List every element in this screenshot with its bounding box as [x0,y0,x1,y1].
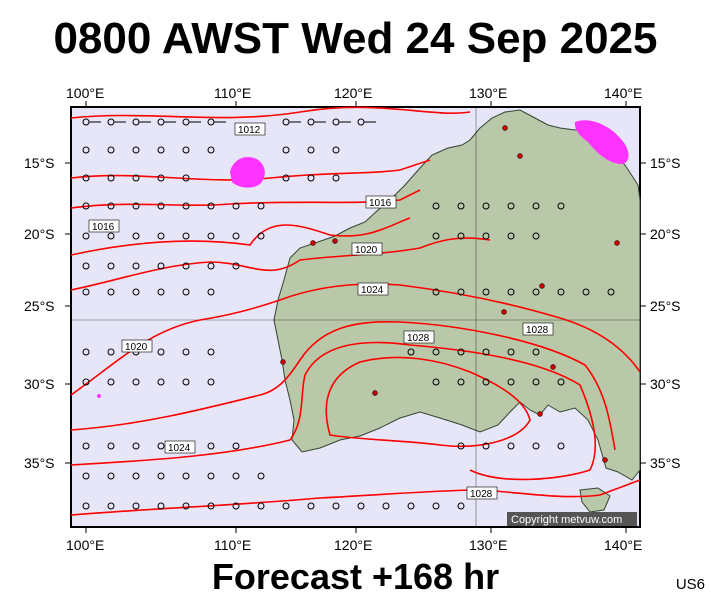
wind-barb-row [82,262,240,270]
lon-label-bottom: 110°E [214,537,251,553]
lat-label-left: 15°S [24,155,55,171]
lon-label-top: 120°E [334,85,372,101]
lon-label-bottom: 140°E [604,537,642,553]
wind-barb-row [82,378,215,386]
isobar-label: 1024 [168,443,191,454]
forecast-label: Forecast +168 hr [211,556,500,597]
copyright-box [507,512,637,526]
lat-label-right: 20°S [650,226,681,242]
wind-barb-row [82,232,265,240]
isobar-label: 1028 [526,325,549,336]
lat-label-right: 35°S [650,455,681,471]
axis-ticks [65,101,646,533]
lat-label-left: 25°S [24,298,55,314]
wind-barb-row [82,288,215,296]
wind-barb-row [82,118,376,126]
lon-label-top: 110°E [214,85,251,101]
isobar-label: 1020 [125,342,148,353]
wind-barbs [82,118,615,510]
isobar-label-group: 1012 1016 1016 1020 1020 1024 1024 1028 … [88,122,554,500]
lon-label-top: 140°E [604,85,642,101]
wind-barb-land [407,202,615,450]
lat-label-left: 35°S [24,455,55,471]
lat-label-right: 30°S [650,376,681,392]
map-title: 0800 AWST Wed 24 Sep 2025 [53,14,658,63]
isobar-label: 1012 [238,125,261,136]
rain-spot [97,394,101,398]
lat-lon-grid [71,107,640,527]
isobar-label: 1020 [355,245,378,256]
australia-landmass [273,109,641,481]
wind-barb-row [82,146,340,154]
lat-label-right: 25°S [650,298,681,314]
lat-label-right: 15°S [650,155,681,171]
lat-label-left: 30°S [24,376,55,392]
lon-label-bottom: 120°E [334,537,372,553]
isobar-label: 1016 [369,198,392,209]
lon-label-bottom: 130°E [469,537,507,553]
wind-barb-row [82,502,465,510]
isobar-label: 1024 [361,285,384,296]
product-code: US6 [675,576,705,593]
wind-barb-row [82,202,265,210]
isobar-label: 1028 [407,333,430,344]
lon-label-bottom: 100°E [66,537,104,553]
isobar-label: 1028 [470,489,493,500]
city-markers [280,125,620,463]
rain-area-east [574,120,629,164]
isobars [70,106,641,516]
copyright-text: Copyright metvuw.com [511,514,622,526]
wind-barb-row [82,472,265,480]
lat-label-left: 20°S [24,226,55,242]
wind-barb-row [82,174,340,182]
rain-area-west [230,156,265,188]
isobar-label: 1016 [92,222,115,233]
lon-label-top: 100°E [66,85,104,101]
lon-label-top: 130°E [469,85,507,101]
